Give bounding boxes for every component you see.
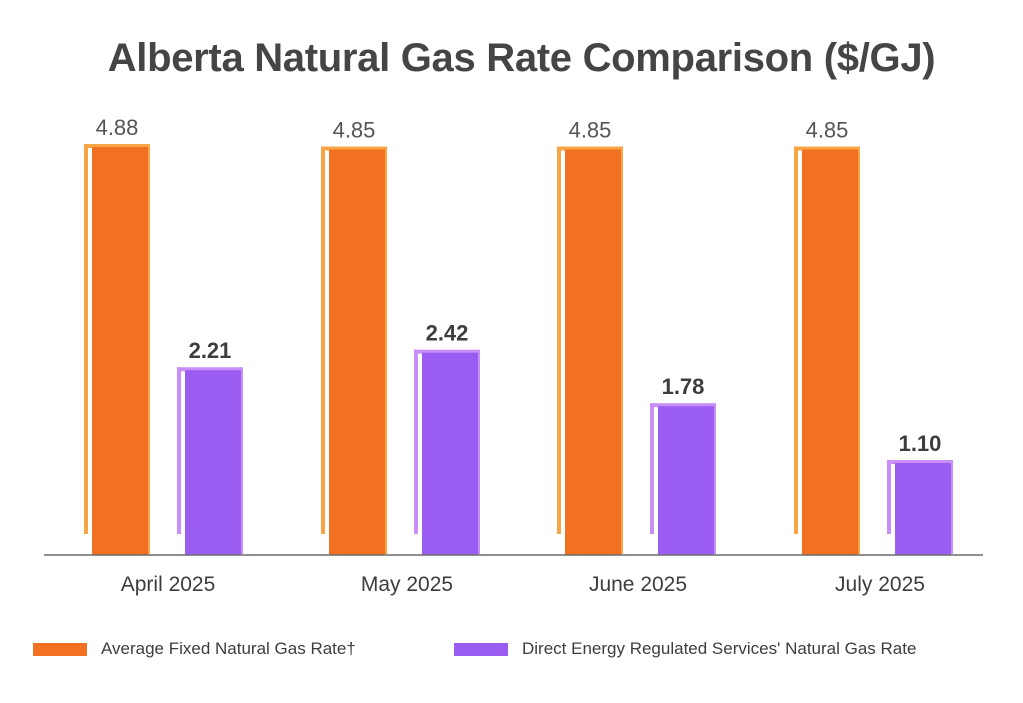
bar-fixed-rate	[565, 149, 621, 556]
bar-outline-top-regulated-rate	[650, 403, 714, 408]
legend-label-regulated-rate: Direct Energy Regulated Services' Natura…	[522, 639, 917, 658]
bar-outline-top-regulated-rate	[177, 367, 241, 372]
bar-fixed-rate	[802, 149, 858, 556]
legend-swatch-fixed-rate	[33, 642, 87, 656]
bar-outline-top-regulated-rate	[887, 460, 951, 465]
bar-regulated-rate	[658, 406, 714, 555]
bar-outline-top-regulated-rate	[414, 349, 478, 354]
x-tick-label: April 2025	[121, 573, 216, 596]
data-label-fixed-rate: 4.85	[569, 118, 612, 143]
x-tick-label: May 2025	[361, 573, 453, 596]
data-label-fixed-rate: 4.88	[96, 115, 139, 140]
data-label-fixed-rate: 4.85	[333, 118, 376, 143]
bar-outline-top-fixed-rate	[557, 146, 621, 151]
chart-title: Alberta Natural Gas Rate Comparison ($/G…	[107, 36, 936, 80]
bar-outline-top-fixed-rate	[321, 146, 385, 151]
data-label-fixed-rate: 4.85	[806, 118, 849, 143]
bar-outline-left-fixed-rate	[84, 144, 88, 535]
bar-outline-left-fixed-rate	[794, 146, 798, 535]
x-tick-label: June 2025	[589, 573, 687, 596]
legend-label-fixed-rate: Average Fixed Natural Gas Rate†	[101, 639, 356, 658]
bar-regulated-rate	[185, 370, 241, 555]
legend-swatch-regulated-rate	[454, 642, 508, 656]
legend-item-regulated-rate: Direct Energy Regulated Services' Natura…	[454, 637, 916, 661]
bar-regulated-rate	[422, 352, 478, 555]
bar-outline-left-regulated-rate	[650, 403, 654, 534]
bar-fixed-rate	[329, 149, 385, 556]
bar-outline-top-fixed-rate	[84, 144, 148, 149]
bar-fixed-rate	[92, 147, 148, 556]
data-label-regulated-rate: 1.10	[899, 431, 942, 456]
bar-outline-left-regulated-rate	[887, 460, 891, 534]
bar-outline-left-regulated-rate	[177, 367, 181, 534]
data-label-regulated-rate: 1.78	[662, 374, 705, 399]
x-tick-label: July 2025	[835, 573, 925, 596]
bar-outline-left-fixed-rate	[321, 146, 325, 535]
data-label-regulated-rate: 2.21	[189, 338, 232, 363]
bar-outline-top-fixed-rate	[794, 146, 858, 151]
data-label-regulated-rate: 2.42	[426, 321, 469, 346]
legend-item-fixed-rate: Average Fixed Natural Gas Rate†	[33, 637, 356, 661]
bar-outline-left-regulated-rate	[414, 349, 418, 534]
bar-regulated-rate	[895, 463, 951, 555]
bar-outline-left-fixed-rate	[557, 146, 561, 535]
